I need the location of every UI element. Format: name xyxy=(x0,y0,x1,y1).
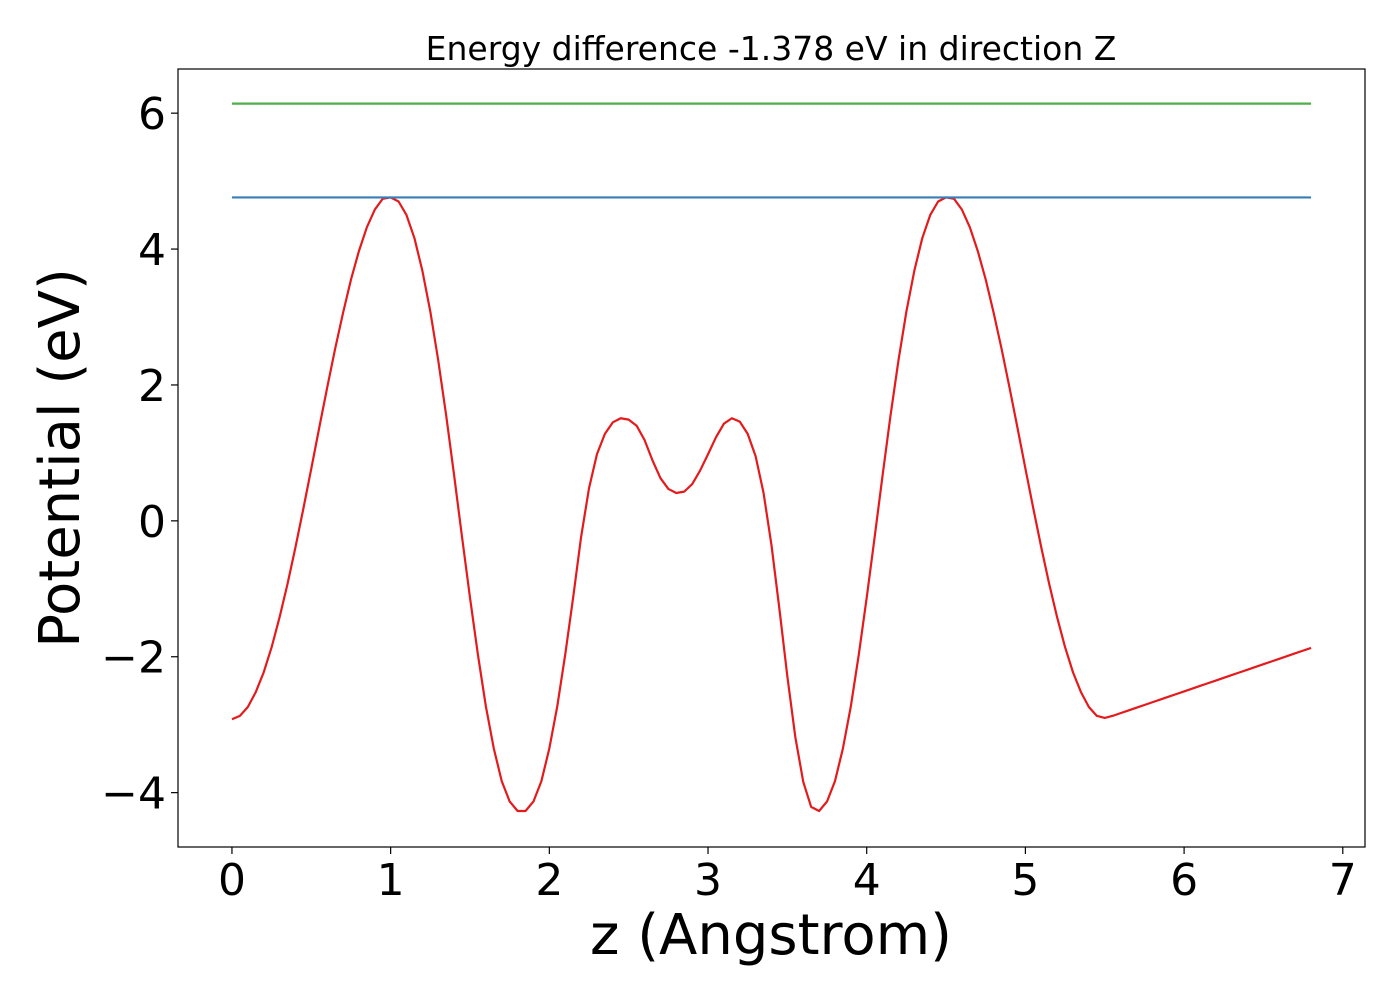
x-tick-label: 3 xyxy=(694,855,722,906)
y-tick-label: 0 xyxy=(138,497,166,548)
y-tick-label: 4 xyxy=(138,225,166,276)
x-tick-label: 5 xyxy=(1011,855,1039,906)
y-axis-label: Potential (eV) xyxy=(28,268,93,648)
y-tick-label: 6 xyxy=(138,89,166,140)
x-tick-label: 1 xyxy=(377,855,405,906)
x-tick-label: 7 xyxy=(1329,855,1357,906)
y-tick-label: −2 xyxy=(101,633,166,684)
x-tick-label: 6 xyxy=(1170,855,1198,906)
y-tick-label: −4 xyxy=(101,769,166,820)
series-line-0 xyxy=(231,196,1312,813)
x-tick-label: 4 xyxy=(853,855,881,906)
y-axis-ticks: −4 −2 0 2 4 6 xyxy=(101,89,178,820)
plot-area xyxy=(177,68,1366,848)
x-axis-ticks: 0 1 2 3 4 5 6 7 xyxy=(218,847,1357,906)
x-axis-label: z (Angstrom) xyxy=(590,903,952,968)
x-tick-label: 0 xyxy=(218,855,246,906)
chart-title: Energy difference -1.378 eV in direction… xyxy=(426,29,1117,68)
series-layer xyxy=(231,102,1312,813)
y-tick-label: 2 xyxy=(138,361,166,412)
x-tick-label: 2 xyxy=(535,855,563,906)
